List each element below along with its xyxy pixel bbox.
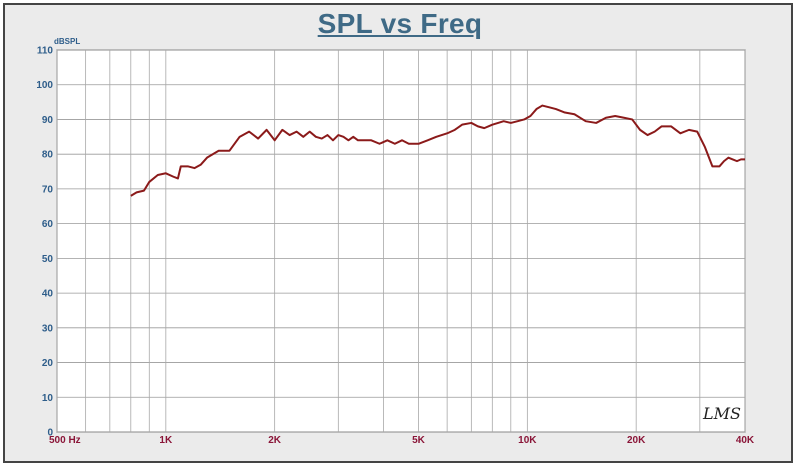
y-tick-label: 40 — [42, 289, 54, 300]
x-tick-label: 500 Hz — [49, 435, 81, 446]
y-tick-label: 80 — [42, 150, 54, 161]
y-tick-label: 70 — [42, 184, 54, 195]
y-tick-label: 30 — [42, 323, 54, 334]
y-tick-label: 20 — [42, 358, 54, 369]
y-tick-label: 0 — [47, 428, 53, 439]
y-tick-label: 100 — [36, 80, 53, 91]
lms-watermark: LMS — [703, 404, 741, 423]
x-tick-labels: 500 Hz 1K 2K 5K 10K 20K 40K — [49, 435, 755, 446]
x-tick-label: 5K — [412, 435, 426, 446]
chart-title: SPL vs Freq — [317, 8, 483, 39]
y-tick-label: 10 — [42, 393, 54, 404]
x-tick-label: 1K — [159, 435, 173, 446]
y-tick-label: 50 — [42, 254, 54, 265]
y-tick-label: 90 — [42, 115, 54, 126]
x-tick-label: 2K — [268, 435, 282, 446]
x-tick-label: 20K — [627, 435, 646, 446]
y-tick-label: 110 — [37, 46, 54, 57]
y-tick-labels: 0 10 20 30 40 50 60 70 80 90 100 110 — [36, 46, 53, 439]
x-tick-label: 10K — [518, 435, 537, 446]
x-tick-label: 40K — [736, 435, 755, 446]
series-group — [130, 104, 745, 197]
y-tick-label: 60 — [42, 219, 54, 230]
spl-series-line — [130, 104, 745, 197]
plot-area — [56, 49, 746, 433]
y-axis-label: dBSPL — [54, 37, 81, 46]
